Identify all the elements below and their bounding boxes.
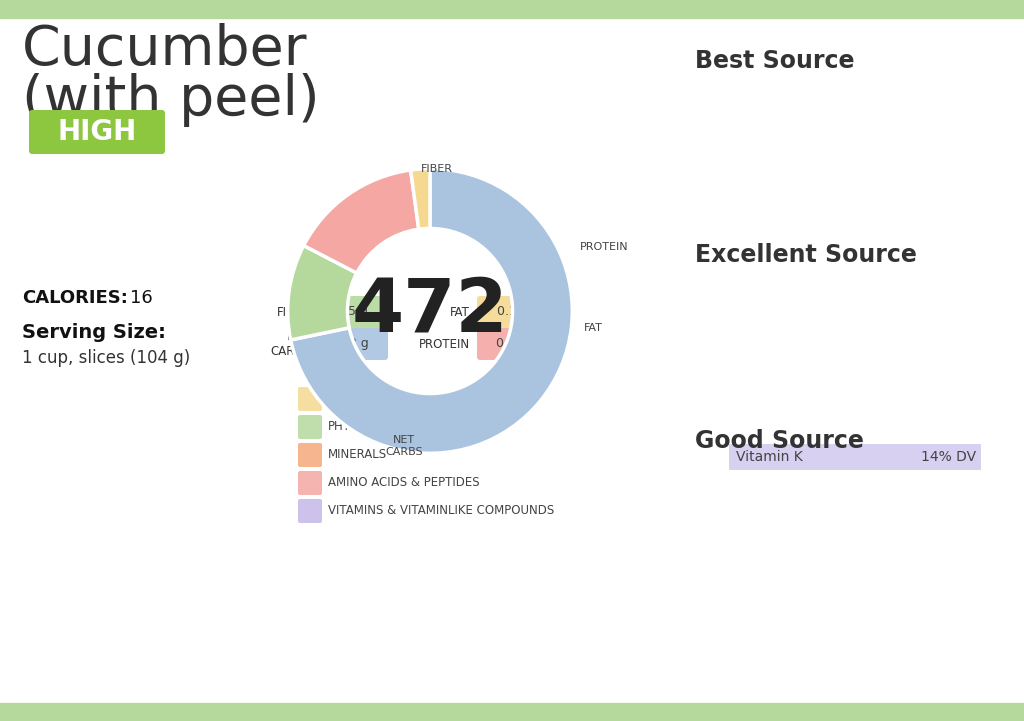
Text: FAT: FAT <box>451 306 470 319</box>
Text: 0.7 g: 0.7 g <box>497 337 528 350</box>
Bar <box>0 703 1024 721</box>
FancyBboxPatch shape <box>477 296 548 328</box>
Text: 16: 16 <box>130 289 153 307</box>
Text: PROTEIN: PROTEIN <box>419 337 470 350</box>
Text: VITAMINS & VITAMINLIKE COMPOUNDS: VITAMINS & VITAMINLIKE COMPOUNDS <box>328 503 554 516</box>
Text: 1 cup, slices (104 g): 1 cup, slices (104 g) <box>22 349 190 367</box>
Text: Cucumber: Cucumber <box>22 23 307 77</box>
FancyBboxPatch shape <box>298 415 322 439</box>
FancyBboxPatch shape <box>298 471 322 495</box>
Text: Excellent Source: Excellent Source <box>695 243 916 267</box>
Text: NET
CARBS: NET CARBS <box>270 330 310 358</box>
Wedge shape <box>304 170 419 273</box>
Text: HIGH: HIGH <box>57 118 136 146</box>
Bar <box>0 0 1024 18</box>
FancyBboxPatch shape <box>729 444 981 470</box>
Text: 3.3 g: 3.3 g <box>337 337 369 350</box>
Text: 0.1 g: 0.1 g <box>497 306 528 319</box>
Text: CALORIES:: CALORIES: <box>22 289 128 307</box>
Text: Best Source: Best Source <box>695 49 854 73</box>
Text: FUNCTIONAL FATS: FUNCTIONAL FATS <box>328 392 434 404</box>
Text: PHYTONUTRIENTS: PHYTONUTRIENTS <box>328 420 434 433</box>
Wedge shape <box>411 169 430 229</box>
Text: Serving Size:: Serving Size: <box>22 323 166 342</box>
Text: FAT: FAT <box>584 323 602 333</box>
Text: FIBER: FIBER <box>421 164 453 174</box>
Wedge shape <box>288 246 356 340</box>
FancyBboxPatch shape <box>317 296 388 328</box>
FancyBboxPatch shape <box>477 328 548 360</box>
FancyBboxPatch shape <box>298 499 322 523</box>
Text: NET
CARBS: NET CARBS <box>386 435 423 457</box>
Text: AMINO ACIDS & PEPTIDES: AMINO ACIDS & PEPTIDES <box>328 476 479 489</box>
FancyBboxPatch shape <box>298 443 322 467</box>
Wedge shape <box>291 169 572 454</box>
Text: PROTEIN: PROTEIN <box>580 242 628 252</box>
Text: 0.5 g: 0.5 g <box>337 306 369 319</box>
Text: MINERALS: MINERALS <box>328 448 387 461</box>
FancyBboxPatch shape <box>298 387 322 411</box>
Text: Vitamin K: Vitamin K <box>736 450 803 464</box>
FancyBboxPatch shape <box>29 110 165 154</box>
FancyBboxPatch shape <box>317 328 388 360</box>
Text: Good Source: Good Source <box>695 429 864 453</box>
Text: (with peel): (with peel) <box>22 73 319 127</box>
Text: 14% DV: 14% DV <box>921 450 976 464</box>
Text: 472: 472 <box>351 275 508 348</box>
Text: FIBER: FIBER <box>276 306 310 319</box>
